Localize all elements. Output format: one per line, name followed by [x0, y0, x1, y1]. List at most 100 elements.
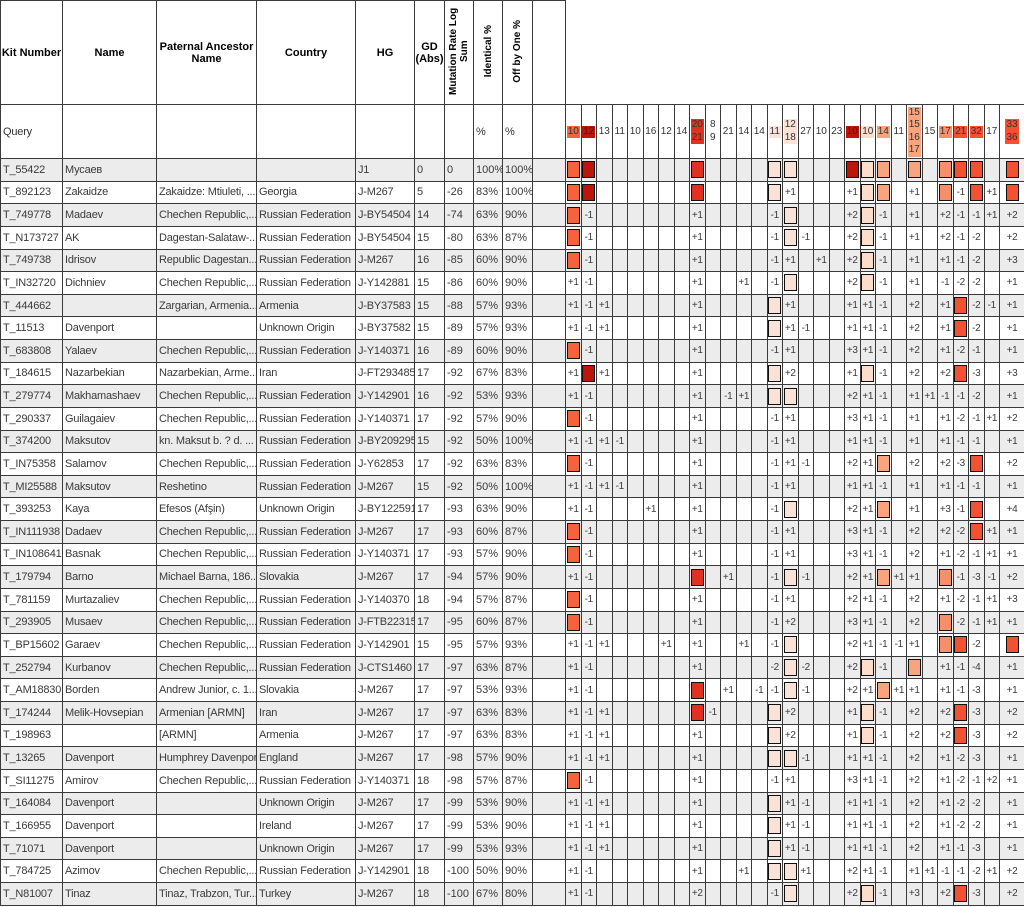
kit-number-cell: T_279774 [0, 384, 63, 408]
marker-cell-DYS390 [828, 293, 845, 318]
marker-diff-value: +1 [862, 413, 874, 425]
marker-cell-DYS447: -1 [797, 791, 814, 816]
marker-diff-value: +1 [691, 662, 703, 674]
gd-cell: 17 [414, 497, 445, 521]
marker-cell-DYS570: +1 [937, 542, 954, 567]
identical-pct-cell: 63% [473, 497, 503, 521]
marker-cell-DYS449: -2 [968, 271, 985, 295]
query-value-chip: 21 [722, 126, 735, 139]
marker-cell-DYS456 [921, 406, 938, 431]
marker-cell-DYS576 [983, 361, 1000, 386]
country-cell [256, 158, 356, 182]
identical-marker-box [938, 613, 952, 631]
hg-cell: J-Y142901 [355, 384, 415, 408]
marker-diff-value: -1 [801, 571, 811, 583]
marker-diff-value: +1 [691, 820, 703, 832]
name-cell: Amirov [62, 768, 157, 793]
marker-cell-DYS464: +1 [906, 180, 923, 205]
query-marker-value-CDY: 33 36 [999, 104, 1024, 159]
marker-cell-DYS438 [627, 701, 644, 725]
spacer-cell [532, 587, 566, 612]
marker-diff-value: +1 [567, 888, 579, 900]
marker-cell-DYS454: -1 [580, 384, 597, 408]
marker-cell-DYS448 [720, 610, 737, 635]
marker-cell-DYS389I [751, 406, 768, 431]
marker-diff-value: -1 [584, 503, 594, 515]
marker-diff-value: +1 [691, 390, 703, 402]
query-value-line: 10 [567, 125, 579, 137]
marker-diff-value: +2 [1006, 209, 1018, 221]
kit-number-cell: T_166955 [0, 814, 63, 838]
marker-cell-DYS459 [704, 203, 721, 227]
marker-cell-DYS455: +1 [565, 633, 582, 657]
offbyone-pct-cell: 87% [502, 587, 533, 612]
marker-diff-value: +1 [1006, 435, 1018, 447]
offbyone-pct-cell: 93% [502, 836, 533, 861]
marker-diff-value: -1 [584, 481, 594, 493]
marker-cell-DYS391 [813, 655, 830, 680]
marker-cell-DYS448 [720, 203, 737, 227]
marker-cell-DYS19 [735, 565, 752, 589]
query-value-line: 27 [800, 125, 812, 137]
identical-pct-cell: 63% [473, 723, 503, 748]
marker-cell-DYS459 [704, 836, 721, 861]
name-cell: Guilagaiev [62, 406, 157, 431]
marker-cell-DYS576 [983, 655, 1000, 680]
marker-cell-DYS19 [735, 203, 752, 227]
marker-cell-DYS391 [813, 339, 830, 363]
marker-cell-DYS607: -1 [875, 836, 892, 861]
marker-cell-DYS570: +2 [937, 723, 954, 748]
identical-marker-box [954, 636, 968, 654]
gd-cell: 5 [414, 180, 445, 205]
marker-cell-DYS388: +1 [596, 316, 613, 340]
marker-cell-DYS449: -3 [968, 723, 985, 748]
query-value-line: 15 [908, 119, 920, 130]
marker-cell-DYS391 [813, 452, 830, 476]
marker-diff-value: -1 [584, 775, 594, 787]
marker-cell-DYS459 [704, 791, 721, 816]
marker-cell-DYS447 [797, 339, 814, 363]
marker-cell-DYS570: +2 [937, 203, 954, 227]
marker-cell-Y-GATA-H4 [766, 180, 783, 205]
marker-cell-DYS570: +1 [937, 655, 954, 680]
offbyone-pct-cell: 83% [502, 723, 533, 748]
match-row: T_IN75358 Salamov Chechen Republic,... Russ… [0, 452, 1024, 476]
marker-cell-DYS464: +2 [906, 452, 923, 476]
gd-cell: 18 [414, 859, 445, 883]
marker-cell-DYS448 [720, 814, 737, 838]
marker-cell-YCAII: +1 [689, 610, 706, 635]
marker-cell-DYS570: +3 [937, 497, 954, 521]
marker-cell-DYS388 [596, 542, 613, 567]
marker-diff-value: -1 [755, 684, 764, 696]
ancestor-cell [156, 316, 257, 340]
marker-diff-value: -1 [801, 820, 811, 832]
marker-cell-YCAII: +1 [689, 723, 706, 748]
marker-diff-value: -1 [987, 571, 997, 583]
ancestor-cell: Dagestan-Salataw-... [156, 225, 257, 250]
marker-cell-DYS390 [828, 655, 845, 680]
marker-cell-DYS389I [751, 203, 768, 227]
marker-diff-value: -3 [972, 571, 981, 583]
marker-cell-DYS459 [704, 814, 721, 838]
marker-diff-value: -1 [770, 594, 780, 606]
marker-cell-DYS454: -1 [580, 610, 597, 635]
marker-cell-DYS389II-I [642, 361, 659, 386]
mutation-rate-log-sum-cell: -92 [444, 361, 474, 386]
marker-diff-value: -1 [972, 481, 981, 493]
marker-cell-DYS448 [720, 158, 737, 182]
marker-diff-value: +1 [846, 729, 858, 741]
query-marker-value-DYS437: 14 [673, 104, 690, 159]
marker-diff-value: +3 [846, 345, 858, 357]
marker-cell-YCAII: +1 [689, 271, 706, 295]
marker-cell-DYS385 [782, 655, 799, 680]
marker-cell-DYS459 [704, 520, 721, 544]
marker-cell-DYS570: +1 [937, 316, 954, 340]
marker-cell-DYS392 [611, 655, 628, 680]
name-cell: Davenport [62, 746, 157, 770]
column-header-gd: GD (Abs) [414, 0, 445, 105]
marker-diff-value: +1 [1006, 662, 1018, 674]
marker-cell-YCAII: +1 [689, 429, 706, 454]
marker-diff-value: +1 [862, 594, 874, 606]
marker-cell-DYS455 [565, 180, 582, 205]
marker-diff-value: +1 [567, 300, 579, 312]
